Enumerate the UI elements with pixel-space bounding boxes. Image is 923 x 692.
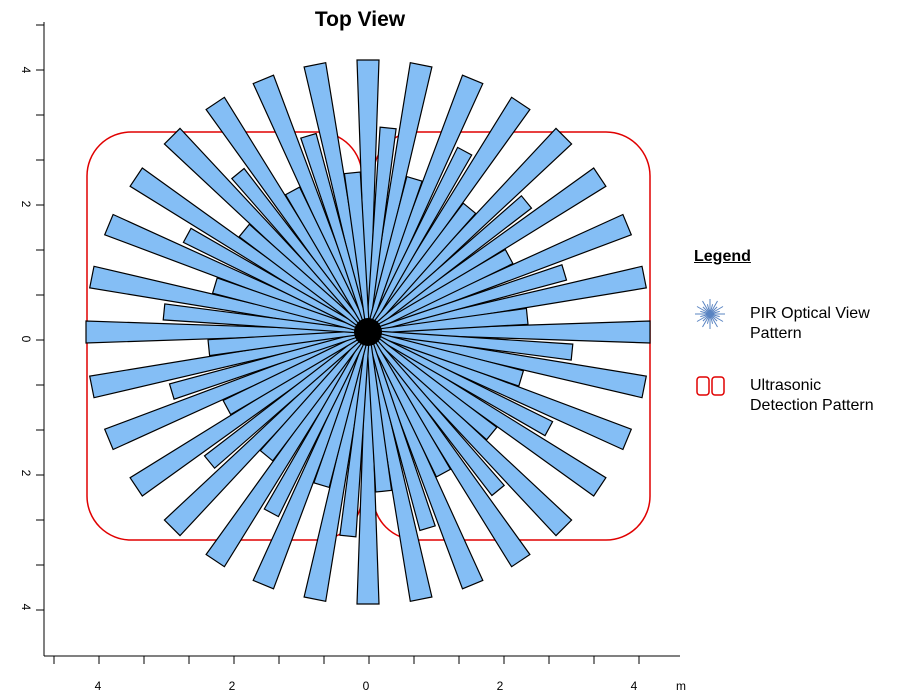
pir-icon-ray (709, 313, 718, 328)
x-tick-labels: 4 2 0 2 4 m (95, 679, 686, 692)
y-axis-ticks (36, 24, 44, 611)
pir-icon-ray (696, 313, 711, 322)
pir-icon-ray (709, 300, 718, 315)
y-tick-label: 4 (19, 604, 33, 611)
pir-optical-pattern (85, 59, 651, 605)
y-tick-label: 4 (19, 67, 33, 74)
pir-icon-ray (696, 306, 711, 315)
legend-ultrasonic-line2: Detection Pattern (750, 397, 874, 414)
diagram-title: Top View (314, 8, 406, 31)
x-axis-ticks (53, 656, 640, 664)
x-tick-label: 2 (229, 679, 236, 692)
axes (36, 22, 680, 664)
pir-icon-ray (709, 313, 724, 322)
legend-ultrasonic-line1: Ultrasonic (750, 377, 822, 394)
y-tick-label: 2 (19, 201, 33, 208)
pir-icon-ray (709, 306, 724, 315)
x-tick-label: 2 (497, 679, 504, 692)
pir-icon-ray (702, 300, 711, 315)
x-tick-label: 0 (363, 679, 370, 692)
pir-icon-ray (702, 313, 711, 328)
legend-pir-line2: Pattern (750, 325, 802, 342)
pir-center-hub (354, 318, 382, 346)
x-tick-label: 4 (631, 679, 638, 692)
pir-starburst-icon (695, 299, 725, 329)
y-tick-label: 2 (19, 470, 33, 477)
legend-item-ultrasonic-label: Ultrasonic Detection Pattern (750, 376, 874, 416)
legend-heading: Legend (694, 248, 751, 265)
x-tick-label: 4 (95, 679, 102, 692)
legend-item-pir-label: PIR Optical View Pattern (750, 304, 870, 344)
ultrasonic-double-rect-icon (696, 376, 725, 396)
legend-pir-line1: PIR Optical View (750, 305, 870, 322)
pir-icon-ray (709, 310, 720, 315)
y-tick-label: 0 (19, 336, 33, 343)
y-tick-labels: 4 2 0 2 4 (19, 67, 33, 611)
x-units-label: m (676, 679, 686, 692)
